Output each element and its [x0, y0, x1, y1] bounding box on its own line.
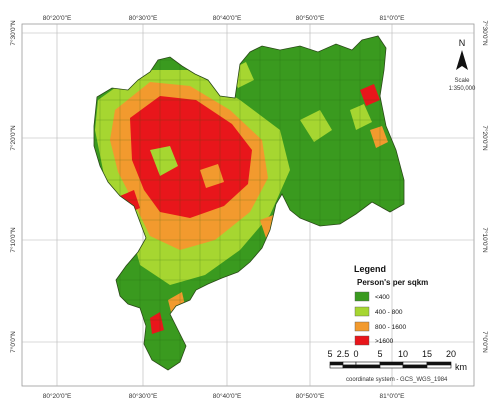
- lat-tick-right: 7°30'0"N: [481, 20, 489, 46]
- legend-label-high: 800 - 1600: [375, 324, 406, 331]
- scale-tick: 15: [422, 349, 432, 359]
- scale-tick: 0: [353, 349, 358, 359]
- scale-unit: km: [455, 362, 467, 372]
- north-arrow-icon: [456, 50, 468, 70]
- lat-tick-right: 7°0'0"N: [481, 331, 489, 353]
- lat-tick-left: 7°10'0"N: [9, 227, 17, 253]
- lon-tick-bottom: 80°30'0"E: [129, 392, 158, 400]
- scale-tick: 5: [377, 349, 382, 359]
- lon-tick-top: 80°40'0"E: [213, 14, 242, 22]
- north-arrow: N Scale 1:350,000: [449, 38, 476, 92]
- legend-title: Legend: [354, 264, 386, 274]
- lon-tick-bottom: 81°0'0"E: [380, 392, 406, 400]
- legend-label-very-high: >1600: [375, 338, 394, 345]
- right-lat-ticks: 7°30'0"N 7°20'0"N 7°10'0"N 7°0'0"N: [481, 20, 489, 353]
- scale-tick: 5: [327, 349, 332, 359]
- north-label: N: [459, 38, 466, 48]
- density-patch: [350, 104, 372, 130]
- lat-tick-right: 7°10'0"N: [481, 227, 489, 253]
- lat-tick-left: 7°0'0"N: [9, 331, 17, 353]
- lon-tick-top: 80°20'0"E: [43, 14, 72, 22]
- scale-tick: 2.5: [337, 349, 350, 359]
- lon-tick-bottom: 80°50'0"E: [296, 392, 325, 400]
- lon-tick-top: 80°50'0"E: [296, 14, 325, 22]
- scale-bar: 5 2.5 0 5 10 15 20 km coordinate system …: [327, 349, 467, 383]
- coordinate-system: coordinate system - GCS_WGS_1984: [346, 377, 448, 383]
- scale-label: Scale: [454, 78, 470, 84]
- lon-tick-top: 80°30'0"E: [129, 14, 158, 22]
- scale-ratio: 1:350,000: [449, 86, 476, 92]
- legend: Legend Person's per sqkm <400 400 - 800 …: [354, 264, 428, 346]
- density-patch: [360, 84, 380, 106]
- lon-tick-top: 81°0'0"E: [380, 14, 406, 22]
- density-patch: [150, 146, 178, 176]
- bottom-lon-ticks: 80°20'0"E 80°30'0"E 80°40'0"E 80°50'0"E …: [43, 392, 405, 400]
- lon-tick-bottom: 80°40'0"E: [213, 392, 242, 400]
- legend-swatch-very-high: [354, 335, 370, 346]
- density-zone-very-high: [130, 96, 252, 218]
- legend-swatch-low: [354, 291, 370, 302]
- density-patch: [200, 164, 224, 188]
- legend-label-low: <400: [375, 294, 390, 301]
- top-lon-ticks: 80°20'0"E 80°30'0"E 80°40'0"E 80°50'0"E …: [43, 14, 405, 22]
- legend-label-medium: 400 - 800: [375, 309, 403, 316]
- scale-tick: 20: [446, 349, 456, 359]
- left-lat-ticks: 7°30'0"N 7°20'0"N 7°10'0"N 7°0'0"N: [9, 20, 17, 353]
- lat-tick-left: 7°30'0"N: [9, 20, 17, 46]
- density-patch: [150, 312, 164, 334]
- density-patch: [300, 110, 332, 142]
- legend-swatch-high: [354, 321, 370, 332]
- scale-tick: 10: [398, 349, 408, 359]
- lat-tick-left: 7°20'0"N: [9, 125, 17, 151]
- lon-tick-bottom: 80°20'0"E: [43, 392, 72, 400]
- lat-tick-right: 7°20'0"N: [481, 125, 489, 151]
- density-patch: [370, 126, 388, 148]
- legend-swatch-medium: [354, 306, 370, 317]
- legend-subtitle: Person's per sqkm: [357, 278, 428, 287]
